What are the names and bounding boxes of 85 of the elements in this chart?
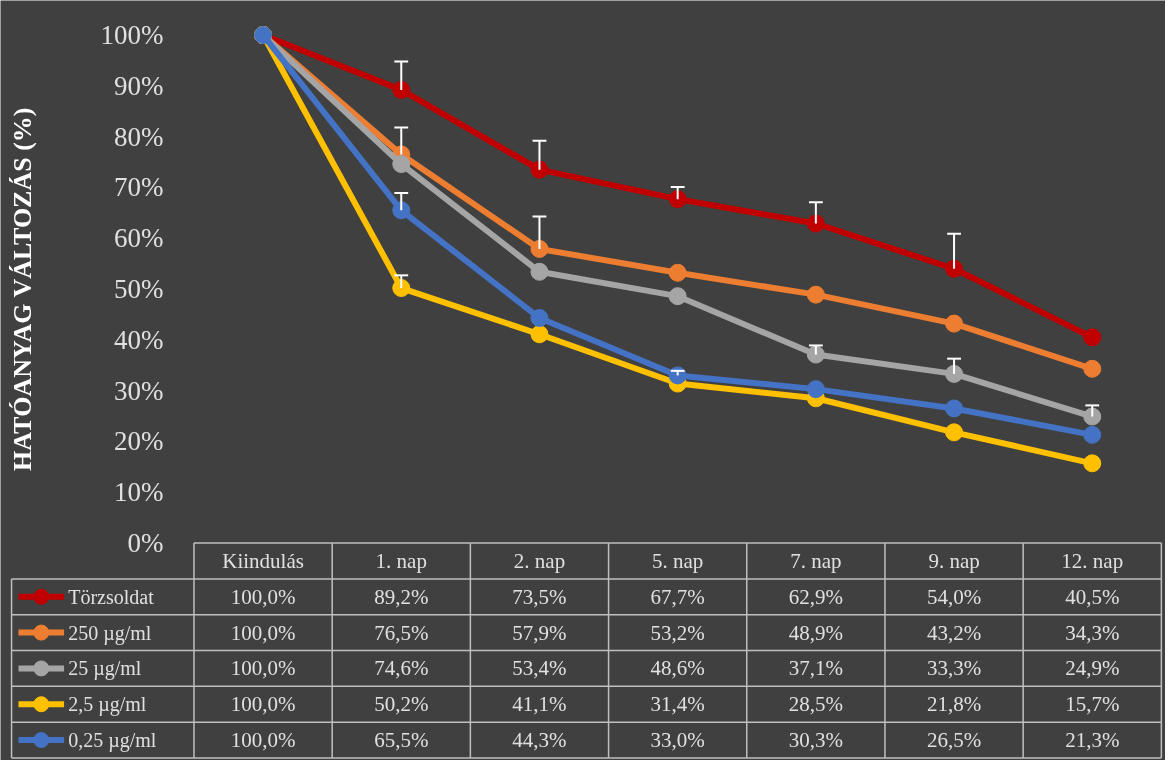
x-tick-label: Kiindulás	[222, 548, 304, 573]
point	[1083, 359, 1102, 378]
y-tick-label: 80%	[114, 121, 164, 152]
point	[668, 190, 687, 209]
point	[945, 259, 964, 278]
y-tick-label: 30%	[114, 375, 164, 406]
point	[1083, 407, 1102, 426]
data-label: 33,3%	[926, 656, 982, 681]
x-tick-label: 2. nap	[513, 548, 566, 573]
data-label: 33,0%	[650, 728, 705, 753]
point	[530, 309, 549, 327]
data-label: 44,3%	[512, 728, 567, 753]
point	[392, 155, 411, 174]
data-label: 67,7%	[650, 584, 705, 609]
point	[806, 345, 825, 364]
data-label: 100,0%	[230, 728, 296, 753]
data-label: 30,3%	[788, 728, 843, 753]
data-label: 74,6%	[374, 656, 429, 681]
data-label: 48,6%	[650, 656, 705, 681]
y-tick-label: 100%	[100, 20, 164, 51]
y-tick-label: 60%	[114, 223, 164, 254]
point	[945, 399, 964, 418]
point	[530, 325, 549, 344]
data-label: 48,9%	[788, 620, 843, 645]
point	[806, 214, 825, 233]
data-label: 24,9%	[1065, 656, 1120, 681]
point	[668, 263, 687, 282]
point	[392, 279, 411, 298]
point	[530, 160, 549, 179]
point	[1083, 425, 1102, 444]
data-label: 21,3%	[1065, 728, 1120, 753]
x-tick-label: 9. nap	[928, 548, 980, 573]
point	[530, 239, 549, 258]
y-tick-label: 50%	[114, 274, 164, 305]
data-label: 37,1%	[788, 656, 843, 681]
point	[945, 364, 964, 383]
data-label: 15,7%	[1065, 692, 1120, 717]
point	[392, 201, 411, 220]
point	[530, 262, 549, 281]
legend-label: Törzsoldat	[68, 585, 155, 608]
point	[392, 80, 411, 99]
data-label: 62,9%	[788, 584, 843, 609]
data-label: 53,4%	[512, 656, 567, 681]
data-label: 57,9%	[512, 620, 567, 645]
data-label: 31,4%	[650, 692, 705, 717]
data-label: 43,2%	[926, 620, 982, 645]
data-label: 76,5%	[374, 620, 429, 645]
data-label: 100,0%	[230, 584, 296, 609]
y-tick-label: 40%	[114, 324, 164, 355]
legend-label: 2,5 µg/ml	[68, 693, 147, 717]
data-label: 65,5%	[374, 728, 429, 753]
data-label: 100,0%	[230, 620, 296, 645]
legend-label: 0,25 µg/ml	[68, 729, 157, 753]
data-label: 89,2%	[374, 584, 429, 609]
point	[806, 285, 825, 304]
y-tick-label: 20%	[114, 426, 164, 457]
data-label: 100,0%	[230, 656, 296, 681]
data-label: 28,5%	[788, 692, 843, 717]
point	[945, 314, 964, 333]
x-tick-label: 5. nap	[652, 548, 704, 573]
point	[1083, 328, 1102, 347]
data-label: 53,2%	[650, 620, 705, 645]
data-label: 50,2%	[374, 692, 429, 717]
data-label: 54,0%	[926, 584, 982, 609]
data-label: 21,8%	[926, 692, 982, 717]
data-label: 73,5%	[512, 584, 567, 609]
x-tick-label: 7. nap	[790, 548, 842, 573]
legend-label: 250 µg/ml	[68, 621, 152, 645]
y-tick-label: 70%	[114, 172, 164, 203]
point	[1083, 454, 1102, 473]
data-label: 41,1%	[512, 692, 567, 717]
point	[668, 287, 687, 306]
legend-label: 25 µg/ml	[68, 657, 142, 681]
data-label: 40,5%	[1065, 584, 1120, 609]
y-tick-label: 90%	[114, 70, 164, 101]
data-label: 34,3%	[1065, 620, 1120, 645]
y-axis-title: HATÓANYAG VÁLTOZÁS (%)	[8, 107, 38, 472]
y-tick-label: 0%	[127, 528, 164, 559]
point	[806, 380, 825, 399]
x-tick-label: 12. nap	[1061, 548, 1124, 573]
data-label: 100,0%	[230, 692, 296, 717]
y-tick-label: 10%	[114, 477, 164, 508]
point	[945, 423, 964, 442]
data-label: 26,5%	[926, 728, 982, 753]
x-tick-label: 1. nap	[375, 548, 427, 573]
